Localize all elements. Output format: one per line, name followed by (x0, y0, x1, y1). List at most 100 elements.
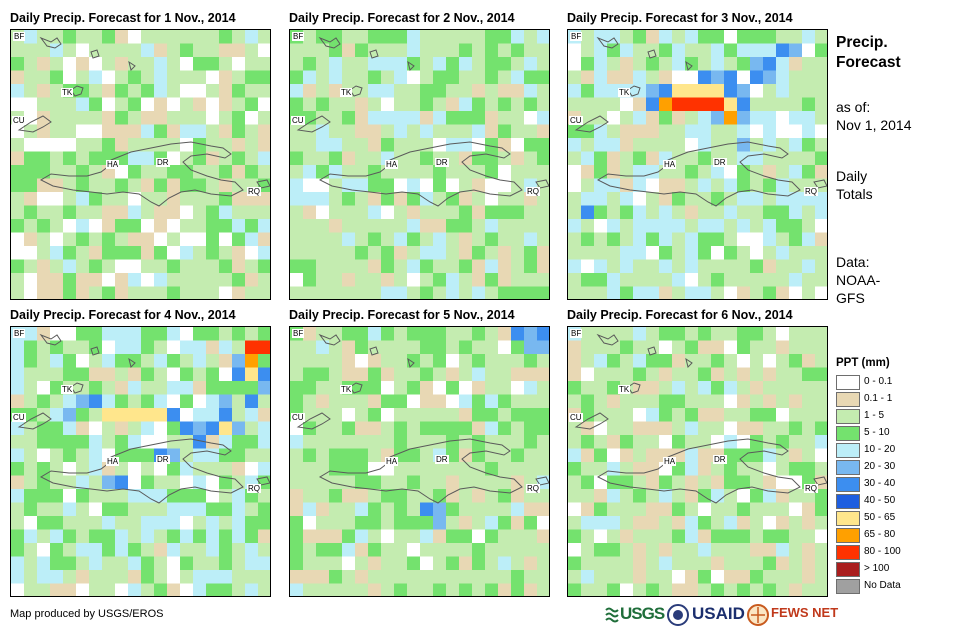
map-label-tk: TK (61, 385, 74, 394)
panel-title-6: Daily Precip. Forecast for 6 Nov., 2014 (567, 308, 793, 322)
map-label-ha: HA (385, 160, 399, 169)
map-label-bf: BF (570, 329, 583, 338)
map-label-cu: CU (12, 116, 26, 125)
map-label-tk: TK (61, 88, 74, 97)
legend-swatch (836, 375, 860, 390)
coastline-overlay (296, 36, 549, 207)
map-label-bf: BF (570, 32, 583, 41)
map-label-cu: CU (12, 413, 26, 422)
map-label-dr: DR (435, 455, 449, 464)
legend-swatch (836, 579, 860, 594)
forecast-map-5: BF TK CU HA DR RQ (289, 326, 550, 597)
map-label-dr: DR (713, 158, 727, 167)
map-label-ha: HA (385, 457, 399, 466)
legend-label: 5 - 10 (864, 427, 890, 438)
map-label-rq: RQ (247, 187, 261, 196)
map-label-dr: DR (156, 158, 170, 167)
forecast-map-1: BF TK CU HA DR RQ (10, 29, 271, 300)
panel-title-2: Daily Precip. Forecast for 2 Nov., 2014 (289, 11, 515, 25)
panel-title-4: Daily Precip. Forecast for 4 Nov., 2014 (10, 308, 236, 322)
data-source-line2: GFS (836, 290, 865, 306)
data-source-line1: NOAA- (836, 272, 881, 288)
legend-swatch (836, 426, 860, 441)
daily-label: Daily (836, 168, 868, 184)
asof-date: Nov 1, 2014 (836, 117, 912, 133)
map-label-tk: TK (618, 88, 631, 97)
map-label-cu: CU (291, 413, 305, 422)
usaid-seal-icon (667, 604, 689, 626)
map-label-rq: RQ (804, 187, 818, 196)
map-credit: Map produced by USGS/EROS (10, 608, 164, 620)
map-label-ha: HA (663, 457, 677, 466)
forecast-map-3: BF TK CU HA DR RQ (567, 29, 828, 300)
precip-grid (568, 30, 827, 299)
coastline-overlay (17, 36, 270, 207)
legend-swatch (836, 511, 860, 526)
coastline-overlay (574, 36, 827, 207)
legend-label: 50 - 65 (864, 512, 896, 523)
panel-title-5: Daily Precip. Forecast for 5 Nov., 2014 (289, 308, 515, 322)
forecast-map-4: BF TK CU HA DR RQ (10, 326, 271, 597)
legend-label: 40 - 50 (864, 495, 896, 506)
map-label-bf: BF (13, 32, 26, 41)
map-label-bf: BF (292, 329, 305, 338)
asof-block: as of: Nov 1, 2014 (836, 98, 912, 134)
fewsnet-globe-icon (747, 604, 769, 626)
legend-swatch (836, 477, 860, 492)
legend-swatch (836, 528, 860, 543)
legend-swatch (836, 545, 860, 560)
totals-label: Totals (836, 186, 873, 202)
legend-swatch (836, 562, 860, 577)
map-label-bf: BF (292, 32, 305, 41)
map-label-tk: TK (340, 385, 353, 394)
map-label-dr: DR (713, 455, 727, 464)
coastline-overlay (17, 333, 270, 504)
legend-label: 20 - 30 (864, 461, 896, 472)
legend-swatch (836, 443, 860, 458)
sidebar-title: Precip. Forecast (836, 33, 901, 73)
legend-swatch (836, 494, 860, 509)
legend-label: > 100 (864, 563, 890, 574)
legend-label: 10 - 20 (864, 444, 896, 455)
panel-title-1: Daily Precip. Forecast for 1 Nov., 2014 (10, 11, 236, 25)
map-label-dr: DR (156, 455, 170, 464)
map-label-tk: TK (618, 385, 631, 394)
legend-label: 65 - 80 (864, 529, 896, 540)
legend-swatch (836, 460, 860, 475)
map-label-ha: HA (106, 160, 120, 169)
legend-label: No Data (864, 580, 901, 591)
precip-grid (568, 327, 827, 596)
map-label-rq: RQ (247, 484, 261, 493)
legend-swatch (836, 409, 860, 424)
asof-label: as of: (836, 99, 871, 115)
legend-label: 1 - 5 (864, 410, 885, 421)
legend-label: 30 - 40 (864, 478, 896, 489)
map-label-rq: RQ (526, 187, 540, 196)
map-label-cu: CU (569, 413, 583, 422)
map-label-rq: RQ (526, 484, 540, 493)
map-label-cu: CU (569, 116, 583, 125)
map-label-ha: HA (663, 160, 677, 169)
usgs-wave-icon (605, 607, 619, 623)
map-label-cu: CU (291, 116, 305, 125)
map-label-tk: TK (340, 88, 353, 97)
forecast-map-2: BF TK CU HA DR RQ (289, 29, 550, 300)
legend-label: 80 - 100 (864, 546, 901, 557)
coastline-overlay (574, 333, 827, 504)
legend-title: PPT (mm) (836, 357, 890, 369)
map-label-bf: BF (13, 329, 26, 338)
sidebar-title-line1: Precip. (836, 34, 888, 51)
precip-grid (290, 327, 549, 596)
forecast-map-6: BF TK CU HA DR RQ (567, 326, 828, 597)
panel-title-3: Daily Precip. Forecast for 3 Nov., 2014 (567, 11, 793, 25)
coastline-overlay (296, 333, 549, 504)
daily-totals-block: Daily Totals (836, 167, 873, 203)
map-label-ha: HA (106, 457, 120, 466)
map-label-rq: RQ (804, 484, 818, 493)
precip-grid (290, 30, 549, 299)
precip-grid (11, 30, 270, 299)
sidebar-title-line2: Forecast (836, 54, 901, 71)
legend-swatch (836, 392, 860, 407)
data-source-block: Data: NOAA- GFS (836, 253, 880, 307)
data-label: Data: (836, 254, 870, 270)
